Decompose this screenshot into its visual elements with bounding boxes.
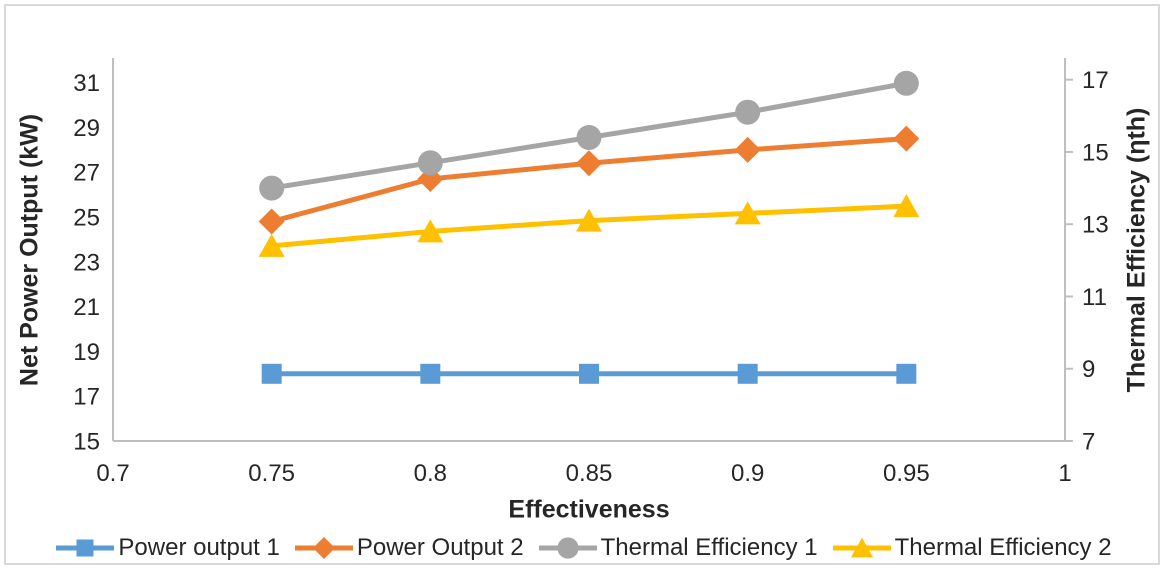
series-thermal-efficiency-2: [258, 194, 920, 257]
right-axis-tick-label: 17: [1082, 67, 1109, 94]
right-axis-title: Thermal Efficiency (ηth): [1122, 107, 1151, 393]
diamond-marker: [258, 208, 285, 235]
triangle-marker: [850, 537, 873, 558]
diamond-marker: [893, 125, 920, 152]
square-marker: [261, 363, 282, 384]
square-marker: [420, 363, 441, 384]
triangle-marker: [417, 219, 444, 243]
legend-marker: [294, 536, 353, 560]
left-axis-tick-label: 23: [73, 249, 100, 276]
right-axis-tick-label: 13: [1082, 212, 1109, 239]
triangle-marker: [893, 194, 920, 218]
left-axis-tick-label: 31: [73, 70, 100, 97]
square-marker: [737, 363, 758, 384]
right-axis-tick-label: 7: [1082, 429, 1095, 456]
legend-label: Power Output 2: [356, 534, 524, 561]
legend: Power output 1 Power Output 2 Thermal Effi…: [0, 531, 1168, 565]
left-axis-tick-label: 17: [73, 384, 100, 411]
square-marker: [896, 363, 917, 384]
legend-label: Thermal Efficiency 1: [600, 534, 818, 561]
legend-item-power-output-2: Power Output 2: [294, 534, 524, 562]
legend-item-power-output-1: Power output 1: [56, 534, 280, 562]
series-thermal-efficiency-1: [259, 70, 919, 201]
circle-marker: [893, 70, 919, 96]
legend-marker: [56, 539, 115, 557]
left-axis-tick-label: 25: [73, 205, 100, 232]
x-axis-tick-label: 0.75: [248, 460, 295, 487]
triangle-marker: [734, 201, 761, 225]
right-axis-tick-label: 9: [1082, 356, 1095, 383]
right-axis-tick-label: 11: [1082, 284, 1107, 311]
circle-marker: [576, 124, 602, 150]
square-marker: [579, 363, 599, 384]
legend-marker: [832, 537, 891, 558]
left-axis-tick-label: 19: [73, 339, 100, 366]
x-axis-tick-label: 0.95: [883, 460, 930, 487]
triangle-marker: [576, 208, 602, 232]
left-axis-tick-label: 15: [73, 429, 100, 456]
x-axis-tick-label: 0.85: [566, 460, 613, 487]
diamond-marker: [312, 536, 335, 560]
x-axis-tick-label: 0.7: [96, 460, 129, 487]
circle-marker: [417, 150, 443, 176]
left-axis-tick-label: 29: [73, 115, 100, 142]
legend-label: Thermal Efficiency 2: [894, 534, 1112, 561]
left-axis-title: Net Power Output (kW): [15, 113, 44, 387]
legend-item-thermal-efficiency-2: Thermal Efficiency 2: [832, 534, 1112, 562]
triangle-marker: [258, 233, 285, 257]
diamond-marker: [734, 136, 761, 163]
diamond-marker: [576, 150, 602, 177]
x-axis-tick-label: 1: [1058, 460, 1071, 487]
circle-marker: [735, 99, 761, 125]
legend-marker: [538, 537, 597, 559]
left-axis-tick-label: 21: [73, 294, 100, 321]
x-axis-tick-label: 0.8: [414, 460, 447, 487]
x-axis-title: Effectiveness: [508, 495, 670, 524]
legend-label: Power output 1: [118, 534, 280, 561]
left-axis-tick-label: 27: [73, 160, 100, 187]
x-axis-tick-label: 0.9: [731, 460, 764, 487]
right-axis-tick-label: 15: [1082, 139, 1109, 166]
chart-frame: [4, 4, 1160, 565]
circle-marker: [556, 537, 579, 559]
legend-item-thermal-efficiency-1: Thermal Efficiency 1: [538, 534, 818, 562]
square-marker: [76, 539, 94, 557]
series-power-output-1: [261, 363, 917, 384]
circle-marker: [259, 175, 285, 201]
